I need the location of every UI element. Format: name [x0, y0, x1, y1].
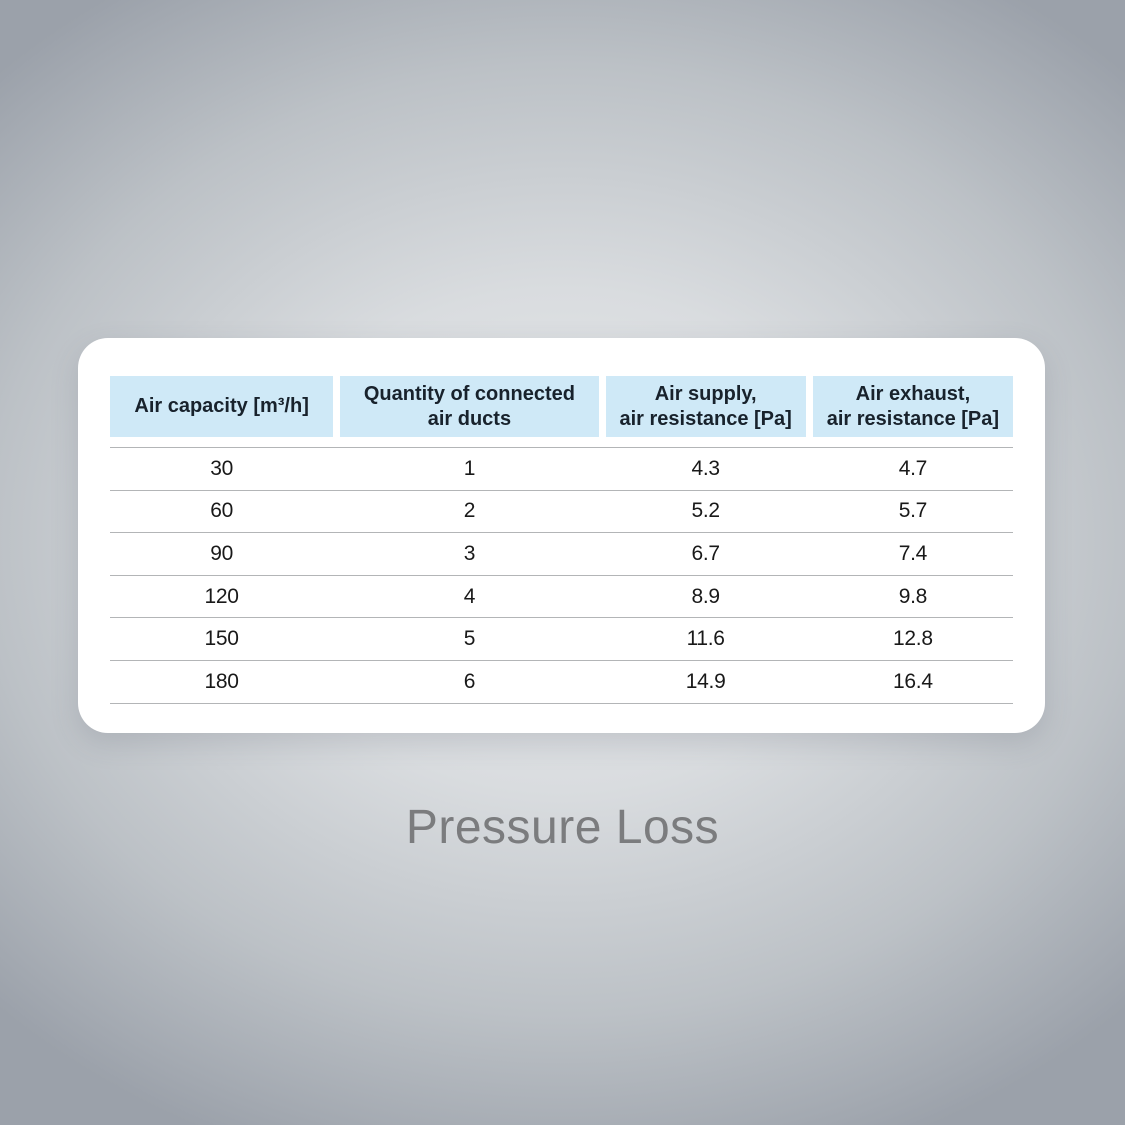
cell-duct-quantity: 5	[463, 627, 476, 651]
table-row: 180 6 14.9 16.4	[110, 661, 1013, 704]
cell-air-supply-resistance: 6.7	[691, 541, 721, 565]
col-header-air-capacity: Air capacity [m³/h]	[110, 376, 334, 437]
table-card: Air capacity [m³/h] Quantity of connecte…	[78, 338, 1045, 733]
table-row: 90 3 6.7 7.4	[110, 533, 1013, 576]
cell-duct-quantity: 4	[463, 584, 476, 608]
cell-duct-quantity: 6	[463, 669, 476, 693]
cell-air-exhaust-resistance: 4.7	[898, 456, 928, 480]
cell-air-exhaust-resistance: 16.4	[893, 669, 933, 693]
table-row: 120 4 8.9 9.8	[110, 576, 1013, 619]
cell-duct-quantity: 1	[463, 456, 476, 480]
col-header-air-exhaust-resistance: Air exhaust, air resistance [Pa]	[812, 376, 1013, 437]
cell-air-supply-resistance: 4.3	[691, 456, 721, 480]
cell-duct-quantity: 3	[463, 541, 476, 565]
cell-air-exhaust-resistance: 5.7	[898, 499, 928, 523]
cell-duct-quantity: 2	[463, 499, 476, 523]
table-body: 30 1 4.3 4.7 60 2 5.2 5.7 90 3 6.7 7.4 1…	[110, 447, 1013, 704]
cell-air-exhaust-resistance: 9.8	[898, 584, 928, 608]
caption-pressure-loss: Pressure Loss	[405, 801, 720, 854]
cell-air-capacity: 90	[210, 541, 233, 565]
cell-air-supply-resistance: 11.6	[686, 627, 725, 651]
col-header-duct-quantity: Quantity of connected air ducts	[340, 376, 599, 437]
pressure-loss-table: Air capacity [m³/h] Quantity of connecte…	[110, 376, 1013, 704]
cell-air-capacity: 150	[204, 627, 239, 651]
table-row: 150 5 11.6 12.8	[110, 618, 1013, 661]
cell-air-supply-resistance: 5.2	[691, 499, 721, 523]
cell-air-exhaust-resistance: 7.4	[898, 541, 928, 565]
cell-air-supply-resistance: 14.9	[685, 669, 726, 693]
cell-air-capacity: 30	[210, 456, 233, 480]
table-row: 30 1 4.3 4.7	[110, 448, 1013, 491]
cell-air-capacity: 180	[204, 669, 239, 693]
col-header-air-supply-resistance: Air supply, air resistance [Pa]	[605, 376, 806, 437]
cell-air-supply-resistance: 8.9	[691, 584, 721, 608]
cell-air-capacity: 60	[210, 499, 233, 523]
table-header-row: Air capacity [m³/h] Quantity of connecte…	[110, 376, 1013, 437]
cell-air-exhaust-resistance: 12.8	[893, 627, 933, 651]
cell-air-capacity: 120	[204, 584, 239, 608]
table-row: 60 2 5.2 5.7	[110, 491, 1013, 534]
